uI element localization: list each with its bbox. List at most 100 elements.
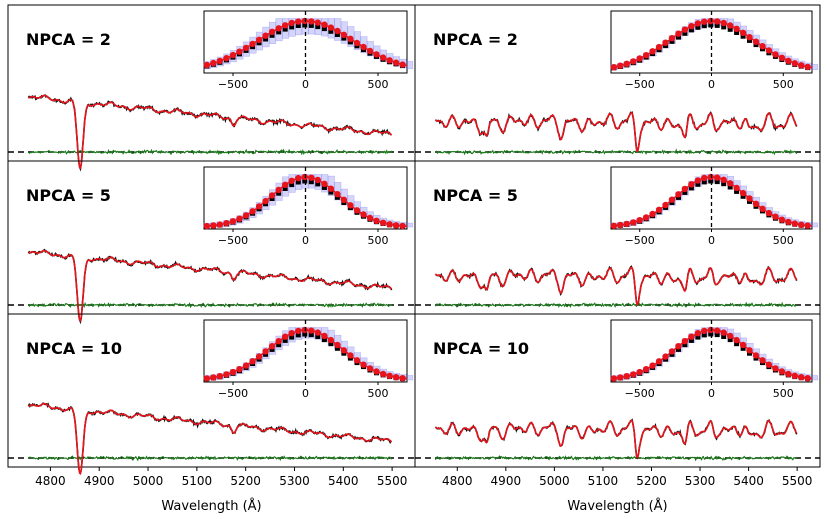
lsf-model-marker (675, 30, 682, 37)
lsf-observed-marker (708, 178, 714, 184)
lsf-model-marker (262, 197, 269, 205)
lsf-model-marker (295, 18, 302, 25)
inset-tick-label: 0 (708, 387, 715, 400)
lsf-model-marker (746, 347, 753, 354)
lsf-model-marker (701, 18, 708, 25)
lsf-model-marker (733, 25, 740, 32)
lsf-model-marker (275, 338, 282, 345)
lsf-model-marker (399, 375, 406, 382)
lsf-model-marker (216, 373, 224, 380)
lsf-inset: −500 0 500 (203, 319, 414, 400)
lsf-model-marker (752, 352, 760, 359)
lsf-model-marker (739, 341, 747, 349)
lsf-observed-marker (714, 332, 720, 338)
lsf-model-marker (727, 22, 734, 29)
lsf-model-marker (268, 192, 276, 199)
lsf-model-marker (720, 19, 727, 27)
lsf-observed-marker (734, 188, 740, 194)
panel-1-1: NPCA = 5 −500 0 500 (414, 160, 821, 315)
lsf-model-marker (321, 21, 328, 28)
x-tick-label: 4900 (491, 474, 522, 488)
lsf-model-marker (630, 58, 637, 65)
inset-tick-label: 500 (773, 234, 794, 247)
model-spectrum-series (27, 94, 393, 170)
lsf-model-marker (373, 368, 380, 375)
lsf-model-marker (636, 217, 643, 224)
lsf-model-marker (765, 361, 773, 368)
lsf-model-marker (617, 62, 624, 69)
lsf-observed-marker (289, 334, 295, 340)
lsf-model-marker (229, 368, 237, 376)
lsf-observed-marker (321, 337, 327, 343)
lsf-model-marker (662, 353, 669, 360)
residuals-series (27, 148, 393, 156)
lsf-model-marker (778, 216, 786, 223)
lsf-model-marker (366, 47, 374, 55)
observed-spectrum-series (27, 402, 392, 475)
lsf-observed-marker (740, 345, 746, 351)
lsf-observed-marker (302, 178, 308, 184)
lsf-model-marker (236, 48, 243, 55)
lsf-model-marker (223, 220, 230, 227)
lsf-observed-marker (682, 342, 688, 348)
lsf-observed-marker (682, 189, 688, 195)
lsf-model-marker (643, 214, 650, 221)
lsf-model-marker (765, 47, 773, 54)
lsf-model-marker (707, 17, 714, 25)
lsf-observed-marker (302, 22, 308, 28)
lsf-model-marker (282, 333, 289, 340)
lsf-model-marker (203, 222, 211, 230)
lsf-model-marker (733, 184, 740, 192)
lsf-observed-marker (721, 181, 727, 187)
inset-tick-label: −500 (218, 387, 248, 400)
lsf-model-marker (694, 177, 702, 184)
x-tick-label: 5100 (588, 474, 619, 488)
observed-spectrum-series (435, 418, 798, 460)
lsf-uncertainty-band (810, 64, 819, 71)
npca-label: NPCA = 2 (433, 30, 518, 49)
x-tick-label: 5200 (636, 474, 667, 488)
lsf-observed-marker (269, 32, 275, 38)
lsf-model-marker (353, 207, 361, 214)
inset-tick-label: 500 (368, 78, 389, 91)
inset-tick-label: 500 (773, 78, 794, 91)
x-tick-label: 5300 (685, 474, 716, 488)
x-tick-label: 4800 (35, 474, 66, 488)
lsf-model-marker (347, 352, 354, 359)
lsf-observed-marker (682, 30, 688, 36)
lsf-model-marker (752, 200, 760, 207)
lsf-model-marker (242, 362, 250, 369)
lsf-model-marker (262, 32, 269, 39)
panel-1-0: NPCA = 5 −500 0 500 (7, 160, 416, 325)
lsf-model-marker (242, 44, 250, 52)
lsf-model-marker (727, 180, 734, 187)
lsf-observed-marker (295, 332, 301, 338)
x-tick-label: 5000 (539, 474, 570, 488)
lsf-model-marker (675, 343, 682, 350)
lsf-model-marker (791, 372, 798, 379)
lsf-model-marker (210, 222, 217, 229)
panel-0-0: NPCA = 2 −500 0 500 (7, 4, 416, 172)
lsf-observed-marker (295, 179, 301, 185)
lsf-uncertainty-band (405, 375, 414, 381)
lsf-model-marker (308, 18, 315, 25)
lsf-model-marker (249, 40, 256, 48)
lsf-model-marker (340, 347, 348, 354)
lsf-model-marker (727, 332, 734, 340)
lsf-model-marker (681, 26, 689, 33)
x-tick-label: 4800 (442, 474, 473, 488)
lsf-model-marker (223, 55, 230, 62)
lsf-model-marker (314, 176, 321, 184)
lsf-model-marker (688, 333, 695, 340)
x-tick-label: 4900 (84, 474, 115, 488)
lsf-model-marker (392, 59, 400, 66)
lsf-observed-marker (695, 24, 701, 30)
lsf-observed-marker (282, 26, 288, 32)
lsf-model-marker (399, 222, 406, 230)
lsf-model-marker (353, 39, 361, 47)
model-spectrum-series (28, 402, 393, 476)
lsf-model-marker (791, 220, 798, 227)
lsf-model-marker (804, 222, 811, 229)
lsf-observed-marker (263, 36, 269, 42)
inset-tick-label: 500 (368, 387, 389, 400)
